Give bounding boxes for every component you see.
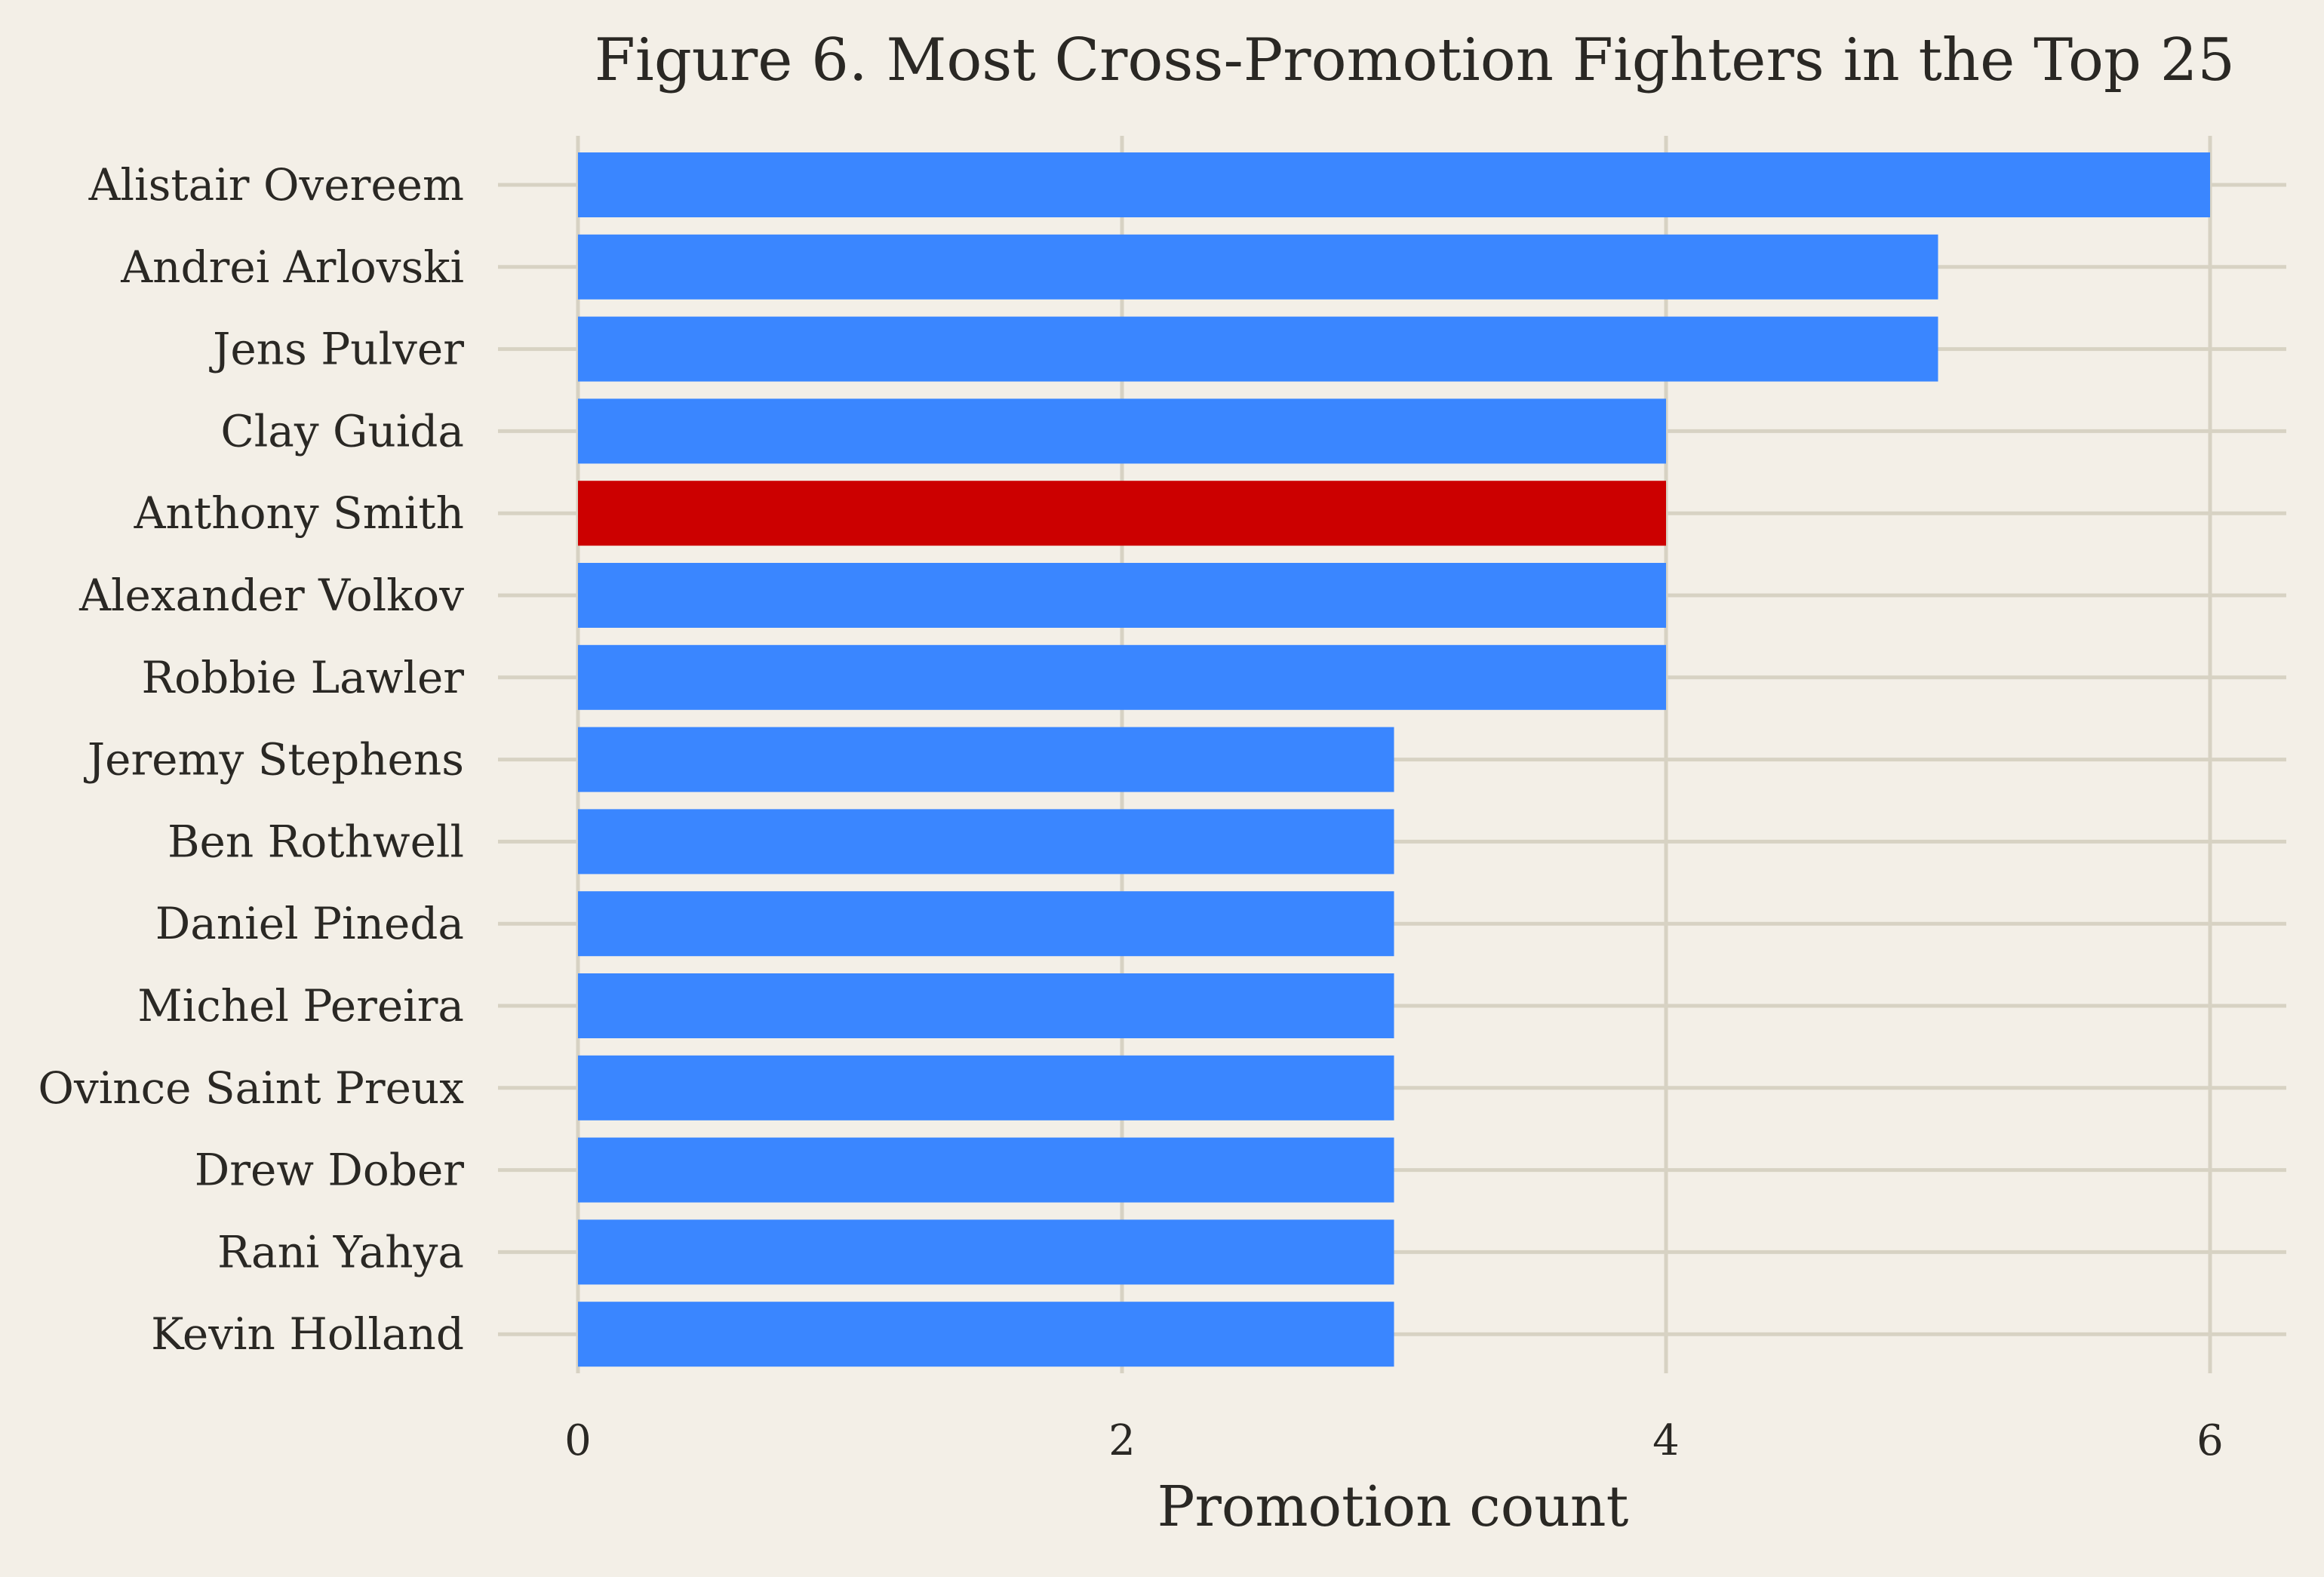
bar-daniel-pineda bbox=[578, 891, 1394, 957]
bar-jeremy-stephens bbox=[578, 727, 1394, 792]
category-label-alexander-volkov: Alexander Volkov bbox=[78, 570, 464, 621]
x-tick-label-6: 6 bbox=[2196, 1416, 2224, 1465]
bar-drew-dober bbox=[578, 1137, 1394, 1203]
bar-ovince-saint-preux bbox=[578, 1055, 1394, 1120]
category-label-anthony-smith: Anthony Smith bbox=[134, 487, 464, 539]
bar-rani-yahya bbox=[578, 1219, 1394, 1285]
bar-andrei-arlovski bbox=[578, 234, 1938, 300]
category-label-daniel-pineda: Daniel Pineda bbox=[155, 898, 464, 949]
bar-ben-rothwell bbox=[578, 809, 1394, 875]
bar-anthony-smith bbox=[578, 481, 1666, 546]
x-tick-label-2: 2 bbox=[1108, 1416, 1136, 1465]
bar-jens-pulver bbox=[578, 316, 1938, 382]
category-label-michel-pereira: Michel Pereira bbox=[137, 980, 464, 1031]
x-tick-label-4: 4 bbox=[1652, 1416, 1680, 1465]
chart-title: Figure 6. Most Cross-Promotion Fighters … bbox=[595, 26, 2235, 94]
x-axis-label: Promotion count bbox=[1157, 1474, 1629, 1539]
category-label-ovince-saint-preux: Ovince Saint Preux bbox=[38, 1062, 464, 1114]
category-label-clay-guida: Clay Guida bbox=[220, 405, 464, 456]
x-tick-labels: 0 2 4 6 bbox=[564, 1416, 2224, 1465]
category-label-drew-dober: Drew Dober bbox=[195, 1145, 465, 1196]
bar-kevin-holland bbox=[578, 1302, 1394, 1367]
bar-clay-guida bbox=[578, 398, 1666, 464]
category-label-andrei-arlovski: Andrei Arlovski bbox=[120, 241, 464, 293]
category-label-kevin-holland: Kevin Holland bbox=[151, 1308, 464, 1360]
x-tick-label-0: 0 bbox=[564, 1416, 592, 1465]
category-label-robbie-lawler: Robbie Lawler bbox=[142, 652, 465, 703]
category-label-rani-yahya: Rani Yahya bbox=[217, 1226, 464, 1277]
category-label-alistair-overeem: Alistair Overeem bbox=[88, 159, 464, 211]
category-labels: Alistair Overeem Andrei Arlovski Jens Pulv… bbox=[38, 159, 464, 1360]
bar-robbie-lawler bbox=[578, 644, 1666, 710]
bar-alistair-overeem bbox=[578, 152, 2210, 217]
category-label-jens-pulver: Jens Pulver bbox=[209, 324, 464, 375]
bars-layer bbox=[578, 152, 2210, 1367]
bar-michel-pereira bbox=[578, 973, 1394, 1038]
category-label-ben-rothwell: Ben Rothwell bbox=[168, 816, 464, 867]
bar-alexander-volkov bbox=[578, 563, 1666, 628]
category-label-jeremy-stephens: Jeremy Stephens bbox=[84, 734, 464, 785]
